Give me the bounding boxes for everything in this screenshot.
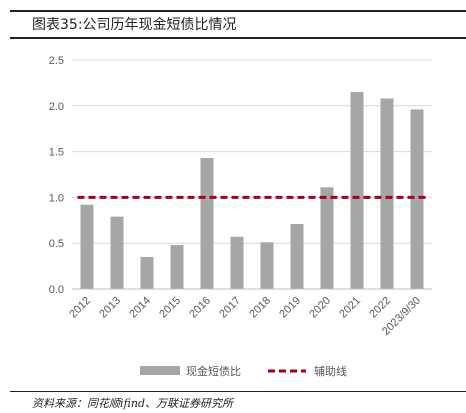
bar — [350, 92, 364, 289]
title-rule — [10, 37, 466, 39]
bar — [290, 223, 304, 289]
bar — [260, 242, 274, 289]
chart: 0.00.51.01.52.02.5 2012 2013 2014 2015 2016 2… — [49, 55, 432, 378]
bar — [230, 236, 244, 289]
y-axis: 0.0 0.5 1.0 1.5 2.0 2.5 — [49, 55, 64, 296]
source-note: 资料来源：同花顺ifind、万联证券研究所 — [32, 397, 233, 410]
legend-label-line: 辅助线 — [314, 364, 347, 378]
top-rule — [10, 10, 466, 12]
bar — [140, 256, 154, 289]
x-tick-label: 2013 — [97, 295, 123, 321]
y-tick-label: 2.5 — [49, 55, 64, 67]
bar — [320, 187, 334, 289]
y-tick-label: 0.5 — [49, 238, 64, 250]
x-tick-label: 2016 — [187, 295, 213, 321]
legend: 现金短债比 辅助线 — [140, 364, 347, 378]
bar — [170, 245, 184, 289]
x-tick-label: 2020 — [307, 295, 333, 321]
bar — [110, 216, 124, 289]
x-tick-label: 2021 — [337, 295, 363, 321]
bar-series — [80, 92, 424, 290]
gridlines — [72, 59, 432, 290]
x-tick-label: 2015 — [157, 295, 183, 321]
bar — [80, 204, 94, 289]
y-tick-label: 2.0 — [49, 101, 64, 113]
x-tick-label: 2019 — [277, 295, 303, 321]
x-tick-label: 2014 — [127, 295, 153, 321]
bar — [410, 109, 424, 290]
legend-label-bar: 现金短债比 — [186, 364, 241, 378]
x-tick-label: 2012 — [67, 295, 93, 321]
figure-title: 图表35:公司历年现金短债比情况 — [32, 17, 237, 33]
x-tick-label: 2017 — [217, 295, 243, 321]
bar — [380, 98, 394, 289]
y-tick-label: 1.0 — [49, 192, 64, 204]
legend-swatch-bar — [140, 366, 180, 375]
x-axis: 2012 2013 2014 2015 2016 2017 2018 2019 2020 2021… — [67, 288, 432, 338]
figure-header: 图表35:公司历年现金短债比情况 — [0, 0, 466, 44]
y-tick-label: 0.0 — [49, 284, 64, 296]
bar — [200, 158, 214, 289]
y-tick-label: 1.5 — [49, 147, 64, 159]
x-tick-label: 2022 — [367, 295, 393, 321]
bottom-rule — [10, 391, 466, 392]
x-tick-label: 2018 — [247, 295, 273, 321]
